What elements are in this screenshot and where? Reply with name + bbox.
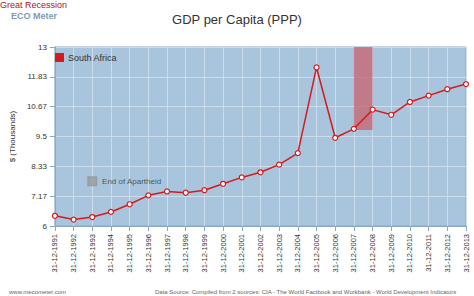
svg-text:www.mecometer.com: www.mecometer.com bbox=[8, 289, 66, 295]
svg-text:10.67: 10.67 bbox=[27, 102, 48, 111]
svg-text:31-12-2004: 31-12-2004 bbox=[293, 234, 302, 272]
svg-text:11.83: 11.83 bbox=[27, 72, 47, 81]
svg-text:31-12-2000: 31-12-2000 bbox=[219, 234, 228, 272]
svg-text:31-12-2002: 31-12-2002 bbox=[256, 234, 265, 272]
svg-text:End of Apartheid: End of Apartheid bbox=[102, 177, 161, 186]
svg-text:31-12-2003: 31-12-2003 bbox=[275, 234, 284, 272]
svg-text:31-12-2001: 31-12-2001 bbox=[237, 234, 246, 272]
svg-text:ECO Meter: ECO Meter bbox=[11, 11, 58, 21]
svg-text:Data Source: Compiled from 2 s: Data Source: Compiled from 2 sources: CI… bbox=[155, 289, 456, 295]
svg-text:31-12-1999: 31-12-1999 bbox=[200, 234, 209, 272]
svg-text:31-12-1995: 31-12-1995 bbox=[125, 234, 134, 272]
svg-text:31-12-2012: 31-12-2012 bbox=[443, 234, 452, 272]
svg-text:31-12-2008: 31-12-2008 bbox=[368, 234, 377, 272]
svg-text:Great Recession: Great Recession bbox=[0, 0, 67, 10]
svg-text:31-12-2005: 31-12-2005 bbox=[312, 234, 321, 272]
svg-text:13: 13 bbox=[38, 43, 47, 52]
svg-text:31-12-1991: 31-12-1991 bbox=[50, 234, 59, 272]
svg-text:31-12-1997: 31-12-1997 bbox=[163, 234, 172, 272]
svg-text:31-12-2006: 31-12-2006 bbox=[331, 234, 340, 272]
svg-text:31-12-2011: 31-12-2011 bbox=[424, 234, 433, 272]
svg-text:31-12-1993: 31-12-1993 bbox=[88, 234, 97, 272]
svg-text:7.17: 7.17 bbox=[31, 192, 47, 201]
svg-text:South Africa: South Africa bbox=[68, 53, 117, 63]
svg-text:31-12-2009: 31-12-2009 bbox=[387, 234, 396, 272]
svg-text:31-12-2007: 31-12-2007 bbox=[349, 234, 358, 272]
svg-text:31-12-1998: 31-12-1998 bbox=[181, 234, 190, 272]
svg-text:6: 6 bbox=[42, 222, 47, 231]
svg-text:31-12-1994: 31-12-1994 bbox=[106, 234, 115, 272]
svg-text:31-12-1992: 31-12-1992 bbox=[69, 234, 78, 272]
svg-text:GDP per Capita (PPP): GDP per Capita (PPP) bbox=[172, 12, 302, 27]
svg-text:31-12-1996: 31-12-1996 bbox=[144, 234, 153, 272]
svg-text:$ (Thousands): $ (Thousands) bbox=[8, 110, 17, 162]
svg-text:31-12-2010: 31-12-2010 bbox=[405, 234, 414, 272]
svg-text:8.33: 8.33 bbox=[31, 162, 47, 171]
svg-text:9.5: 9.5 bbox=[36, 132, 48, 141]
svg-text:31-12-2013: 31-12-2013 bbox=[462, 234, 471, 272]
